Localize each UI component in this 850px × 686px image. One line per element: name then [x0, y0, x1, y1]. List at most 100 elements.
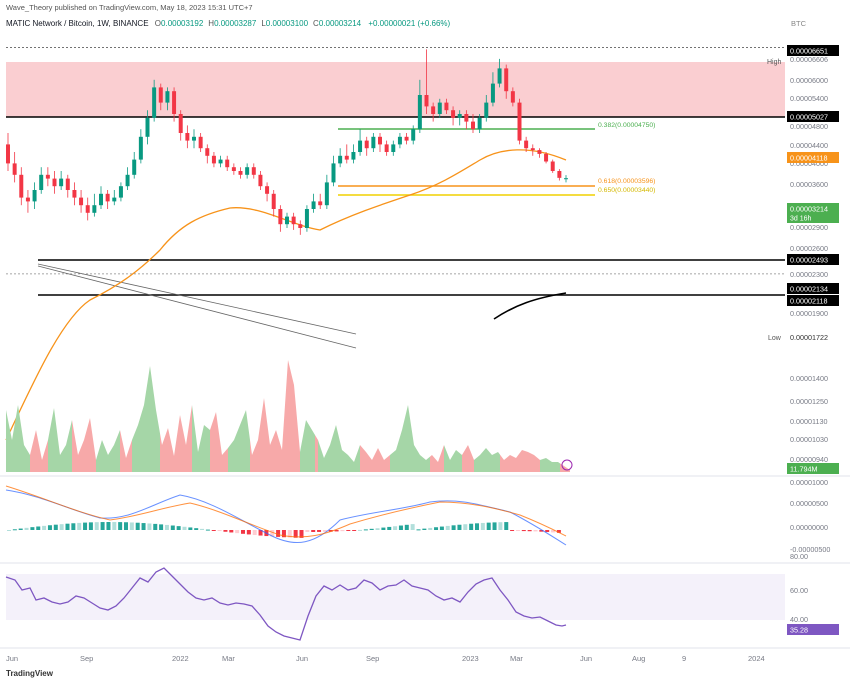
fib-0618-label: 0.618(0.00003596): [598, 178, 655, 185]
macd-histogram-bar: [112, 522, 117, 530]
macd-histogram-bar: [539, 530, 544, 532]
candle-body: [172, 91, 177, 114]
low-value: 0.00001722: [790, 333, 828, 342]
macd-histogram-bar: [124, 522, 128, 530]
candle-body: [118, 186, 123, 198]
candle-body: [490, 83, 495, 103]
macd-histogram-bar: [205, 529, 210, 531]
macd-histogram-bar: [229, 530, 234, 533]
macd-histogram-bar: [346, 530, 351, 531]
macd-histogram-bar: [434, 527, 439, 530]
ohlc-value: 0.00003100: [265, 19, 309, 28]
candle-body: [311, 201, 316, 209]
fib-0650-label: 0.650(0.00003440): [598, 187, 655, 194]
macd-histogram-bar: [317, 530, 322, 532]
price-axis-label: 0.00004000: [790, 159, 828, 168]
price-tag-bg: [787, 45, 839, 56]
candle-body: [451, 110, 456, 118]
candle-body: [132, 159, 137, 175]
price-axis-label: 0.00002600: [790, 244, 828, 253]
macd-histogram-bar: [200, 528, 205, 530]
resistance-zone: [6, 62, 785, 117]
candle-body: [152, 87, 157, 118]
candle-body: [185, 133, 190, 141]
macd-histogram-bar: [246, 530, 251, 535]
candle-body: [364, 140, 369, 149]
macd-histogram-bar: [469, 523, 474, 530]
low-label: Low: [768, 335, 782, 342]
candle-body: [384, 144, 389, 152]
macd-histogram-bar: [188, 527, 193, 530]
candle-body: [12, 163, 17, 175]
volume-axis-label: 0.00001250: [790, 397, 828, 406]
candle-body: [138, 136, 143, 160]
macd-histogram-bar: [451, 525, 456, 530]
price-axis-label: 0.00004400: [790, 141, 828, 150]
price-tag-label: 0.00004118: [790, 154, 827, 163]
macd-histogram-bar: [217, 530, 222, 532]
volume-tag-bg: [787, 463, 839, 474]
candle-body: [19, 174, 24, 198]
candle-body: [265, 186, 270, 194]
price-tag-label: 0.00006651: [790, 47, 828, 56]
macd-histogram-bar: [340, 530, 345, 532]
x-axis-label: Sep: [80, 654, 93, 663]
macd-histogram-bar: [545, 530, 550, 533]
price-tag-label: 0.00002134: [790, 285, 828, 294]
macd-histogram-bar: [515, 530, 520, 532]
macd-histogram-bar: [475, 523, 479, 530]
candle-body: [304, 209, 309, 228]
candle-body: [205, 148, 210, 156]
macd-histogram-bar: [439, 526, 444, 530]
ohlc-key: O: [154, 19, 162, 28]
x-axis-label: 2022: [172, 654, 189, 663]
macd-histogram-bar: [153, 523, 158, 530]
volume-axis-label: 0.00000940: [790, 455, 828, 464]
candle-body: [231, 167, 236, 171]
macd-histogram-bar: [118, 522, 123, 530]
candle-body: [39, 174, 44, 190]
ohlc-key: L: [261, 19, 266, 28]
candle-body: [544, 153, 549, 162]
candle-body: [331, 163, 336, 183]
macd-histogram-bar: [463, 524, 468, 530]
x-axis-label: 2023: [462, 654, 479, 663]
symbol-name[interactable]: MATIC Network / Bitcoin, 1W, BINANCE: [6, 19, 149, 28]
price-axis-label: 0.00001900: [790, 309, 828, 318]
candle-body: [358, 140, 363, 152]
rsi-axis-label: 60.00: [790, 586, 808, 595]
candle-body: [477, 117, 482, 130]
candle-body: [25, 197, 30, 202]
price-axis-label: 0.00006606: [790, 55, 828, 64]
macd-histogram-bar: [492, 522, 497, 530]
price-change: +0.00000021 (+0.66%): [368, 19, 451, 28]
candle-body: [251, 167, 256, 175]
candle-body: [391, 144, 396, 152]
macd-axis-label: 0.00000000: [790, 523, 828, 532]
macd-histogram-bar: [7, 530, 11, 531]
macd-histogram-bar: [36, 526, 41, 530]
candle-body: [318, 201, 323, 206]
macd-histogram-bar: [527, 530, 532, 532]
rsi-tag-label: 35.28: [790, 626, 808, 635]
macd-histogram-bar: [480, 522, 485, 530]
macd-histogram-bar: [521, 530, 526, 532]
candle-body: [278, 209, 283, 225]
macd-histogram-bar: [305, 530, 310, 532]
macd-histogram-bar: [24, 527, 29, 530]
price-tag-bg: [787, 111, 839, 122]
macd-histogram-bar: [159, 524, 164, 530]
volume-axis-label: 0.00001030: [790, 435, 828, 444]
macd-histogram-bar: [486, 522, 491, 530]
macd-histogram-bar: [71, 523, 76, 530]
macd-histogram-bar: [211, 530, 216, 531]
candle-body: [524, 140, 529, 149]
candle-body: [437, 102, 442, 114]
macd-histogram-bar: [445, 525, 450, 530]
ohlc-value: 0.00003214: [318, 19, 362, 28]
macd-histogram-bar: [100, 522, 105, 530]
candle-body: [338, 155, 343, 164]
candle-body: [125, 174, 130, 187]
publisher-line: Wave_Theory published on TradingView.com…: [6, 3, 253, 12]
